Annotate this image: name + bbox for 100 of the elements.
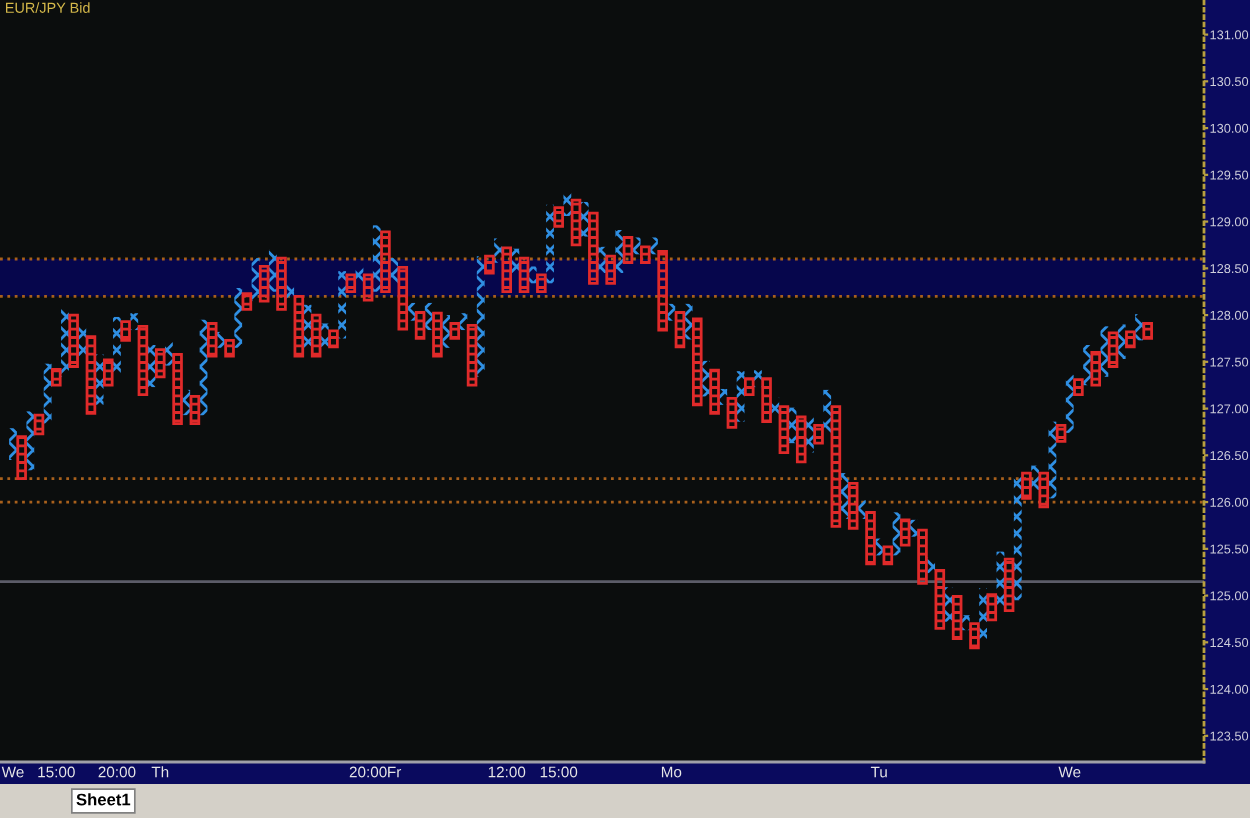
bar <box>691 317 703 407</box>
bar <box>33 413 45 436</box>
bar <box>310 313 322 358</box>
bar <box>43 363 52 424</box>
bar <box>588 211 599 285</box>
bar <box>743 377 755 396</box>
bar <box>102 358 114 387</box>
bar <box>650 237 658 255</box>
bar <box>120 320 131 342</box>
bar <box>362 273 374 302</box>
bar <box>147 345 156 388</box>
bar <box>778 405 790 454</box>
bar <box>251 258 260 302</box>
bar <box>528 266 537 284</box>
bar <box>85 335 97 415</box>
bar <box>338 271 347 339</box>
bar <box>546 204 554 284</box>
bar <box>813 424 824 445</box>
bar <box>424 302 433 331</box>
bar <box>840 473 849 519</box>
bar <box>466 323 478 387</box>
bar <box>823 389 832 433</box>
bar <box>276 256 287 311</box>
bar <box>459 313 468 331</box>
bar <box>917 528 928 585</box>
bar <box>241 292 253 311</box>
bar <box>345 273 357 294</box>
bar <box>969 622 980 650</box>
bar <box>979 588 988 641</box>
bar <box>78 323 87 357</box>
bar <box>293 295 305 358</box>
bar <box>934 568 946 630</box>
bar <box>986 593 998 622</box>
bar <box>189 395 201 425</box>
bar <box>258 265 270 303</box>
bar <box>1021 471 1032 500</box>
bar <box>1038 471 1050 509</box>
bar <box>113 316 121 377</box>
bar <box>1003 557 1015 612</box>
bar <box>899 518 911 547</box>
bar <box>372 225 381 292</box>
bar <box>501 246 513 294</box>
bar <box>674 310 686 349</box>
bar <box>286 284 295 301</box>
bar <box>1073 378 1084 396</box>
bar <box>414 310 426 340</box>
bar <box>580 201 589 237</box>
bar <box>172 352 183 425</box>
bar <box>61 308 69 377</box>
bar <box>432 311 443 358</box>
bar <box>709 368 720 415</box>
bar <box>857 500 866 519</box>
bar <box>380 230 391 294</box>
bar <box>320 323 329 347</box>
bar <box>1117 324 1126 360</box>
bar <box>553 206 564 228</box>
text: Sheet1 <box>76 793 131 806</box>
bar <box>640 245 651 265</box>
bar <box>1090 351 1102 387</box>
bar <box>961 615 970 631</box>
bar <box>355 266 364 284</box>
bar <box>303 304 312 348</box>
bar <box>927 557 936 574</box>
bar <box>830 405 842 528</box>
bar <box>605 254 616 285</box>
bar <box>771 397 780 417</box>
bar <box>137 324 149 396</box>
bar <box>615 230 624 274</box>
bar <box>909 519 918 537</box>
bar <box>1013 473 1022 601</box>
bar <box>736 371 745 422</box>
bar <box>16 435 27 481</box>
bar <box>795 415 807 464</box>
bar <box>26 411 35 471</box>
bar <box>865 510 876 566</box>
bar <box>407 302 416 321</box>
bar <box>882 545 894 566</box>
bar <box>1055 424 1067 443</box>
bar <box>632 237 641 255</box>
bar <box>130 313 139 331</box>
bar <box>1065 374 1074 433</box>
bar <box>95 354 104 405</box>
bar <box>761 377 772 424</box>
bar <box>154 348 166 379</box>
bar <box>199 319 208 416</box>
bar <box>68 313 79 368</box>
bar <box>657 250 668 332</box>
bar <box>1107 331 1119 368</box>
bar <box>484 254 495 275</box>
bar <box>892 512 901 556</box>
bar <box>1100 326 1109 377</box>
bar <box>476 256 485 377</box>
bar <box>684 303 693 340</box>
bar <box>1125 330 1136 349</box>
bar <box>1142 322 1153 340</box>
bar <box>449 322 461 340</box>
bar <box>951 595 963 640</box>
bar <box>536 273 547 294</box>
bar <box>328 329 339 349</box>
bar <box>518 256 530 294</box>
